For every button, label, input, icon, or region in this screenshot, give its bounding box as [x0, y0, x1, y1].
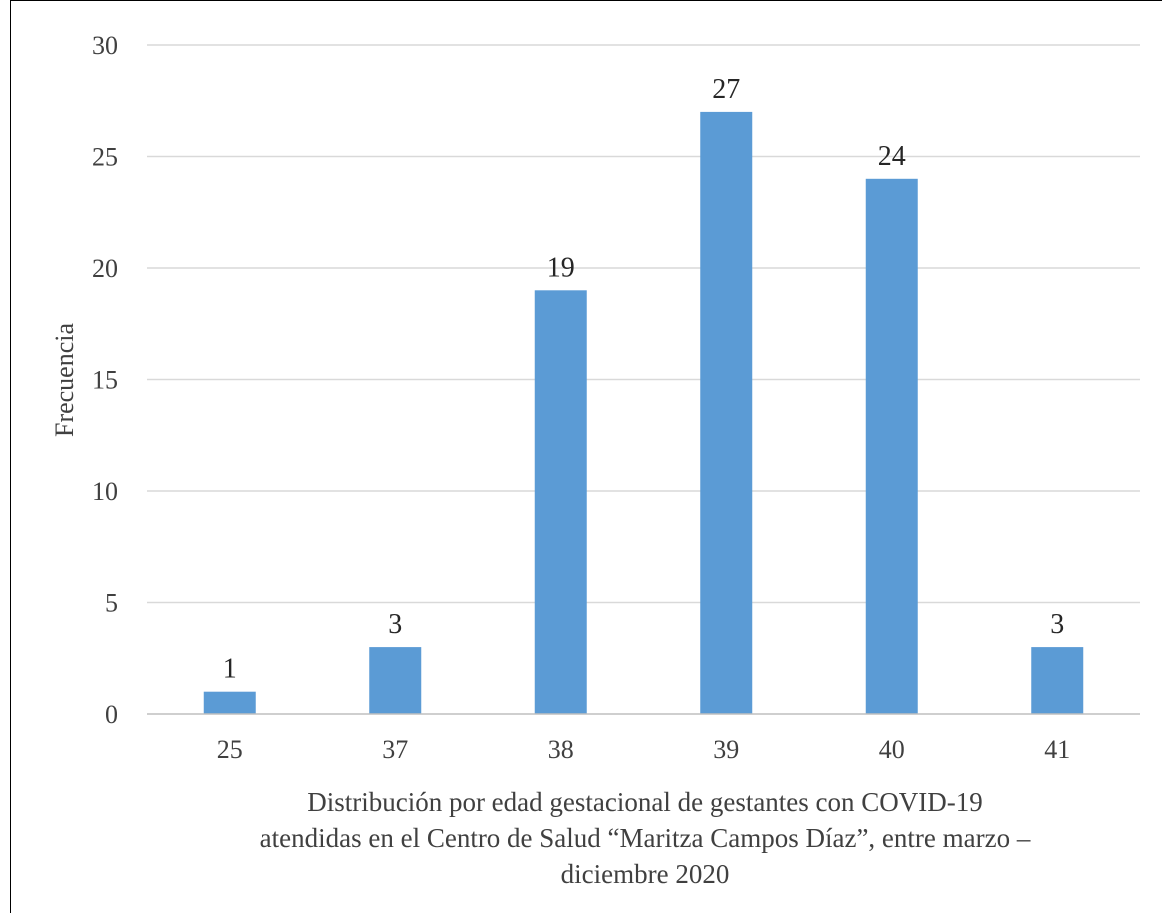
y-axis-title: Frecuencia	[50, 323, 79, 438]
chart-frame	[10, 0, 1162, 913]
y-tick-labels: 0 5 10 15 20 25 30	[92, 31, 118, 729]
data-label: 1	[223, 654, 237, 685]
bar-41	[1031, 647, 1084, 714]
x-tick-labels: 25 37 38 39 40 41	[217, 735, 1071, 764]
data-label: 27	[712, 74, 740, 105]
bar-25	[203, 691, 256, 714]
y-tick-label: 20	[92, 254, 118, 283]
y-tick-label: 10	[92, 477, 118, 506]
x-tick-label: 41	[1044, 735, 1070, 764]
x-axis-title-line-1: Distribución por edad gestacional de ges…	[307, 787, 983, 817]
y-tick-label: 25	[92, 143, 118, 172]
x-tick-label: 39	[713, 735, 739, 764]
data-label: 3	[1050, 609, 1064, 640]
x-axis-title-line-3: diciembre 2020	[561, 859, 730, 889]
bar-38	[534, 290, 587, 714]
data-label: 3	[388, 609, 402, 640]
gridlines	[147, 44, 1140, 604]
bar-40	[865, 178, 918, 715]
bar-39	[700, 111, 753, 714]
x-tick-label: 25	[217, 735, 243, 764]
y-tick-label: 0	[105, 700, 118, 729]
x-tick-label: 37	[382, 735, 408, 764]
y-tick-label: 30	[92, 31, 118, 60]
data-label: 24	[878, 141, 906, 172]
y-tick-label: 15	[92, 366, 118, 395]
x-tick-label: 40	[879, 735, 905, 764]
bar-37	[369, 647, 422, 714]
x-axis-title: Distribución por edad gestacional de ges…	[260, 787, 1031, 889]
data-label: 19	[547, 252, 575, 283]
x-axis-title-line-2: atendidas en el Centro de Salud “Maritza…	[260, 823, 1031, 853]
data-labels: 1 3 19 27 24 3	[223, 74, 1065, 685]
x-tick-label: 38	[548, 735, 574, 764]
bars	[203, 111, 1084, 715]
y-tick-label: 5	[105, 589, 118, 618]
